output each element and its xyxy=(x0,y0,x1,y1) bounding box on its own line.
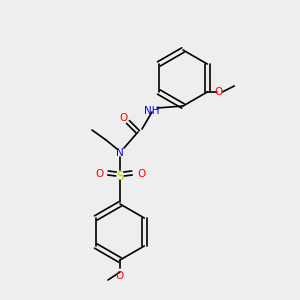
Text: NH: NH xyxy=(144,106,160,116)
Text: O: O xyxy=(95,169,103,179)
Text: O: O xyxy=(214,87,222,97)
Text: N: N xyxy=(116,148,124,158)
Text: O: O xyxy=(137,169,145,179)
Text: O: O xyxy=(119,113,127,123)
Text: S: S xyxy=(116,170,124,183)
Text: O: O xyxy=(116,271,124,281)
